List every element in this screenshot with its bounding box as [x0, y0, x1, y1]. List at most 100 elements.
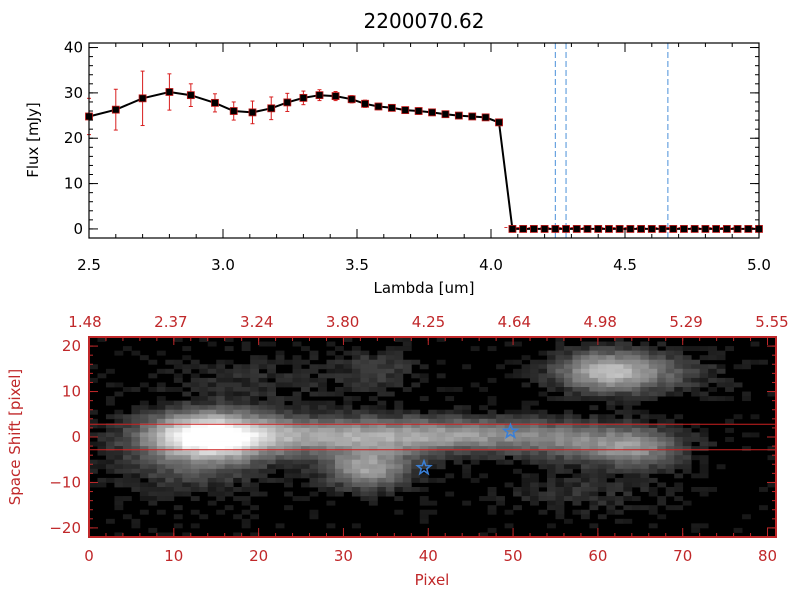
image-pixel	[250, 400, 260, 406]
image-pixel	[173, 337, 183, 342]
image-pixel	[597, 377, 607, 383]
image-pixel	[301, 377, 310, 383]
spectrum-frame	[88, 42, 760, 239]
image-pixel	[292, 364, 302, 370]
image-pixel	[538, 496, 548, 502]
image-pixel	[105, 441, 115, 447]
image-pixel	[648, 432, 658, 438]
image-pixel	[521, 455, 531, 461]
image-pixel	[385, 350, 395, 356]
image-pixel	[572, 391, 582, 397]
image-pixel	[436, 446, 446, 452]
image-pixel	[165, 432, 175, 438]
image-pixel	[614, 341, 624, 347]
image-pixel	[462, 418, 472, 424]
image-pixel	[97, 373, 107, 379]
image-pixel	[648, 377, 658, 383]
image-pixel	[258, 387, 268, 392]
image-pixel	[750, 341, 760, 347]
image-pixel	[343, 437, 353, 442]
image-pixel	[614, 427, 624, 433]
image-pixel	[368, 359, 378, 365]
image-pixel	[139, 355, 149, 361]
image-pixel	[250, 396, 260, 402]
image-pixel	[665, 368, 675, 374]
image-pixel	[250, 368, 260, 374]
image-pixel	[419, 427, 429, 433]
image-pixel	[207, 450, 217, 456]
image-pixel	[233, 418, 243, 424]
image-pixel	[326, 373, 336, 379]
image-pixel	[691, 473, 701, 479]
image-pixel	[623, 455, 633, 461]
image-pixel	[402, 346, 412, 352]
image-pixel	[368, 437, 378, 442]
image-pixel	[148, 427, 158, 433]
image-pixel	[640, 359, 650, 365]
image-pixel	[699, 441, 709, 447]
image-pixel	[623, 405, 633, 411]
image-pixel	[301, 359, 310, 365]
image-pixel	[292, 377, 302, 383]
image-pixel	[665, 387, 675, 392]
image-pixel	[156, 468, 166, 474]
image-pixel	[122, 346, 132, 352]
image-pixel	[216, 409, 226, 415]
image-pixel	[301, 496, 310, 502]
image-pixel	[114, 427, 124, 433]
image-pixel	[742, 359, 751, 365]
image-pixel	[657, 482, 667, 488]
image-pixel	[699, 459, 709, 465]
image-pixel	[182, 482, 192, 488]
image-pixel	[156, 487, 166, 492]
image-pixel	[513, 423, 522, 429]
image-pixel	[597, 359, 607, 365]
image-pixel	[521, 373, 531, 379]
image-pixel	[572, 427, 582, 433]
image-pixel	[199, 409, 209, 415]
image-pixel	[131, 455, 141, 461]
image-pixel	[216, 368, 226, 374]
image-pixel	[563, 364, 573, 370]
image-pixel	[318, 459, 327, 465]
image-pixel	[623, 400, 633, 406]
data-point-16	[387, 103, 396, 112]
image-pixel	[351, 455, 361, 461]
image-pixel	[674, 373, 684, 379]
image-pixel	[360, 437, 370, 442]
image-pixel	[326, 341, 336, 347]
image-pixel	[292, 391, 302, 397]
image-pixel	[326, 446, 336, 452]
image-x-tick-label-4: 40	[419, 547, 438, 565]
image-pixel	[250, 414, 260, 420]
image-pixel	[708, 364, 718, 370]
image-pixel	[224, 396, 234, 402]
image-pixel	[648, 359, 658, 365]
image-pixel	[547, 441, 556, 447]
image-pixel	[267, 405, 276, 411]
image-pixel	[351, 396, 361, 402]
image-pixel	[377, 427, 387, 433]
image-pixel	[640, 427, 650, 433]
image-pixel	[640, 473, 650, 479]
image-pixel	[572, 437, 582, 442]
image-pixel	[623, 505, 633, 511]
image-pixel	[470, 441, 480, 447]
image-pixel	[394, 437, 404, 442]
data-point-28	[540, 225, 549, 233]
image-pixel	[606, 391, 616, 397]
image-pixel	[750, 432, 760, 438]
image-pixel	[114, 468, 124, 474]
image-pixel	[334, 423, 344, 429]
image-pixel	[148, 496, 158, 502]
image-pixel	[614, 482, 624, 488]
image-pixel	[640, 468, 650, 474]
image-pixel	[606, 437, 616, 442]
image-pixel	[394, 418, 404, 424]
image-pixel	[606, 418, 616, 424]
image-pixel	[555, 505, 565, 511]
image-pixel	[368, 396, 378, 402]
image-pixel	[105, 396, 115, 402]
image-pixel	[555, 491, 565, 497]
image-pixel	[504, 459, 514, 465]
